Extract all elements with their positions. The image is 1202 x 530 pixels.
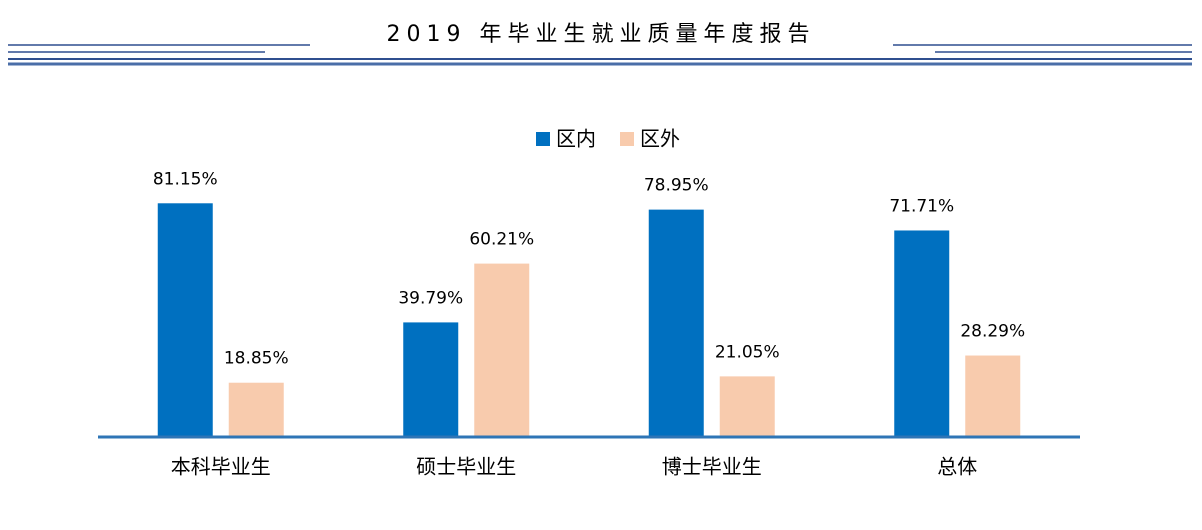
legend-swatch <box>536 132 550 146</box>
value-label: 39.79% <box>398 288 463 308</box>
x-tick-label: 总体 <box>937 455 977 479</box>
bar <box>474 263 530 437</box>
legend-label: 区内 <box>556 127 596 151</box>
x-tick-label: 博士毕业生 <box>662 455 762 479</box>
value-label: 21.05% <box>715 342 780 362</box>
value-label: 18.85% <box>224 349 289 369</box>
page-title: 2019 年毕业生就业质量年度报告 <box>387 22 816 47</box>
value-label: 71.71% <box>889 196 954 216</box>
legend: 区内 区外 <box>536 127 680 151</box>
header: 2019 年毕业生就业质量年度报告 <box>8 22 1192 66</box>
legend-label: 区外 <box>640 127 680 151</box>
bar <box>648 209 704 437</box>
value-label: 78.95% <box>644 176 709 196</box>
bar <box>403 322 459 437</box>
value-label: 60.21% <box>469 230 534 250</box>
bar <box>228 382 284 437</box>
legend-swatch <box>620 132 634 146</box>
bar <box>157 203 213 437</box>
bar <box>965 355 1021 437</box>
value-label: 81.15% <box>153 169 218 189</box>
x-tick-label: 本科毕业生 <box>171 455 271 479</box>
bar <box>719 376 775 437</box>
x-tick-label: 硕士毕业生 <box>416 455 516 479</box>
value-label: 28.29% <box>960 322 1025 342</box>
bar <box>894 230 950 437</box>
